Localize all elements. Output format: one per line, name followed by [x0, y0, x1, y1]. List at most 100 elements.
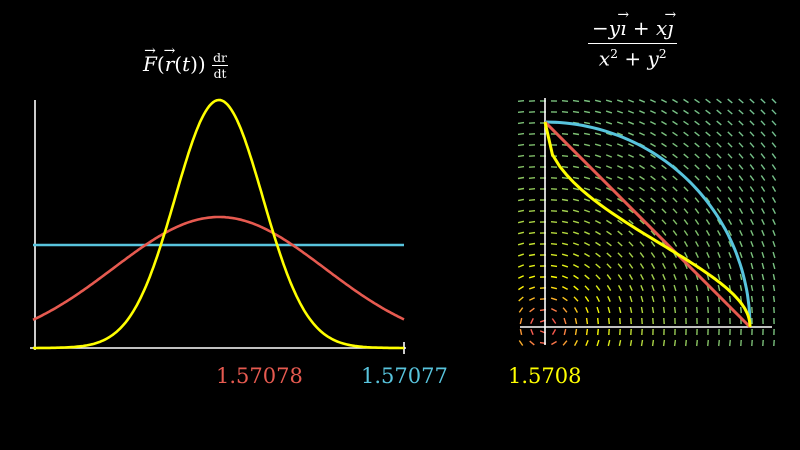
field-arrow	[639, 175, 645, 181]
field-arrow	[728, 273, 732, 281]
field-arrow	[651, 273, 655, 281]
field-arrow	[584, 263, 590, 269]
field-arrow	[572, 132, 580, 136]
field-arrow	[617, 284, 623, 292]
field-arrow	[594, 110, 602, 114]
field-arrow	[650, 208, 656, 214]
field-arrow	[585, 328, 589, 336]
field-arrow	[705, 131, 711, 137]
field-arrow	[772, 295, 776, 303]
field-arrow	[727, 153, 733, 159]
field-arrow	[629, 285, 633, 291]
field-arrow	[738, 219, 744, 225]
field-arrow	[727, 186, 733, 192]
field-arrow	[640, 306, 644, 314]
field-arrow	[749, 197, 755, 203]
field-arrow	[727, 131, 733, 137]
field-arrow	[594, 187, 602, 191]
field-arrow	[727, 197, 733, 203]
field-arrow	[661, 230, 667, 236]
field-arrow	[705, 186, 711, 192]
field-arrow	[694, 142, 700, 148]
field-arrow	[761, 295, 765, 303]
field-arrow	[705, 120, 711, 126]
field-arrow	[629, 295, 633, 303]
field-arrow	[605, 132, 613, 136]
field-arrow	[616, 176, 624, 180]
field-arrow	[594, 165, 602, 169]
field-arrow	[727, 164, 733, 170]
field-arrow	[517, 275, 525, 279]
field-arrow	[607, 306, 611, 314]
field-arrow	[727, 208, 733, 214]
field-arrow	[695, 284, 699, 292]
field-arrow	[683, 109, 689, 115]
field-arrow	[684, 284, 688, 292]
field-arrow	[517, 100, 525, 102]
field-arrow	[607, 339, 611, 347]
field-arrow	[628, 252, 634, 258]
field-arrow	[672, 142, 678, 148]
field-arrow	[683, 251, 689, 259]
field-arrow	[672, 219, 678, 225]
field-arrow	[673, 306, 677, 314]
field-arrow	[572, 165, 580, 169]
field-arrow	[639, 241, 645, 247]
field-arrow	[572, 187, 580, 191]
field-arrow	[597, 317, 599, 325]
field-arrow	[705, 109, 711, 115]
field-arrow	[627, 99, 635, 103]
field-arrow	[572, 198, 580, 202]
field-arrow	[561, 242, 569, 246]
field-arrow	[694, 153, 700, 159]
field-arrow	[550, 286, 558, 290]
field-arrow	[627, 143, 635, 147]
field-arrow	[705, 153, 711, 159]
field-arrow	[606, 241, 612, 247]
field-arrow	[651, 284, 655, 292]
field-arrow	[683, 186, 689, 192]
field-arrow	[750, 295, 754, 303]
field-arrow	[705, 98, 711, 104]
field-arrow	[639, 208, 645, 214]
field-arrow	[517, 242, 525, 246]
field-arrow	[550, 297, 558, 301]
field-arrow	[517, 132, 525, 136]
field-arrow	[694, 175, 700, 181]
field-arrow	[728, 241, 732, 247]
field-denominator: x2 + y2	[598, 46, 667, 71]
field-arrow	[727, 98, 733, 104]
field-arrow	[661, 252, 667, 258]
field-arrow	[618, 295, 622, 303]
field-arrow	[650, 131, 656, 137]
field-arrow	[761, 229, 765, 237]
field-arrow	[573, 339, 579, 347]
field-arrow	[585, 339, 589, 347]
field-arrow	[583, 176, 591, 180]
field-arrow	[594, 154, 602, 158]
field-arrow	[771, 131, 777, 137]
derivative-denominator: dt	[213, 66, 227, 81]
field-arrow	[672, 208, 678, 214]
field-arrow	[605, 121, 613, 125]
field-arrow	[572, 176, 580, 180]
field-arrow	[672, 186, 678, 192]
field-arrow	[660, 98, 668, 104]
field-arrow	[650, 252, 656, 258]
integrand-formula: F(r(t)) dr dt	[143, 50, 228, 81]
field-arrow	[771, 109, 777, 115]
field-arrow	[528, 231, 536, 235]
field-arrow	[517, 111, 525, 113]
field-arrow	[727, 175, 733, 181]
field-arrow	[672, 230, 678, 236]
paren-close: ))	[190, 52, 206, 76]
field-arrow	[683, 153, 689, 159]
field-arrow	[640, 339, 644, 347]
field-arrow	[640, 295, 644, 303]
field-arrow	[573, 296, 579, 302]
field-arrow	[605, 154, 613, 158]
field-arrow	[716, 98, 722, 104]
field-arrow	[684, 306, 688, 314]
field-arrow	[727, 109, 733, 115]
field-arrow	[584, 252, 590, 258]
